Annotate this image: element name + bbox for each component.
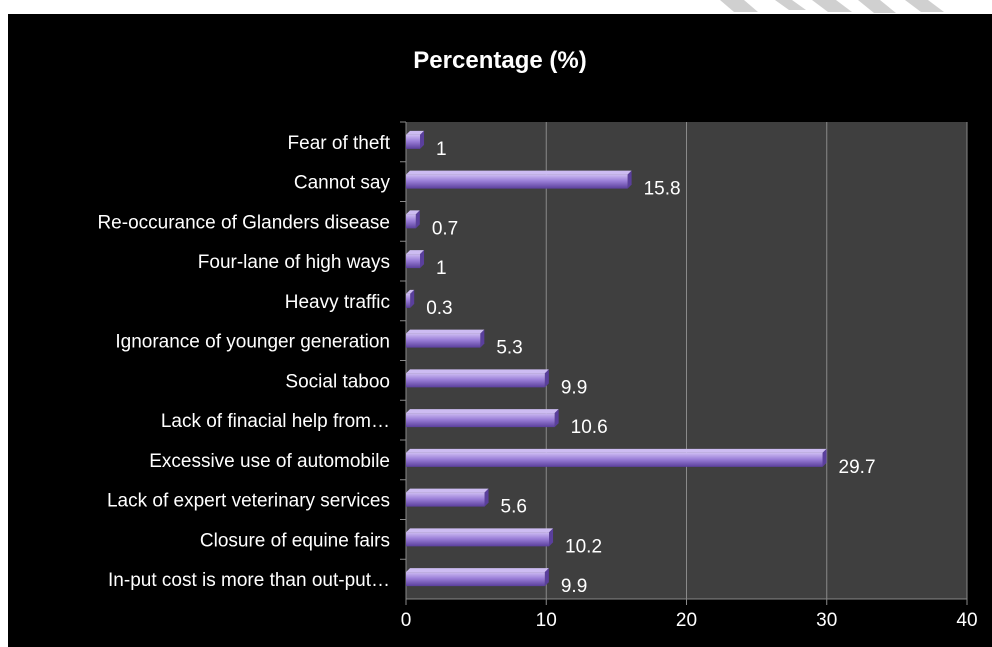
bar-top-face <box>406 528 554 533</box>
bar-side-face <box>480 329 485 348</box>
value-label: 0.3 <box>426 298 452 319</box>
category-label: Heavy traffic <box>285 292 390 313</box>
value-label: 9.9 <box>561 377 587 398</box>
bar-top-face <box>406 329 485 334</box>
bar-top-face <box>406 250 425 255</box>
plot-area: 0 10 20 30 40 Fear of theft 1 Cannot say 15.8 Re-… <box>97 121 978 631</box>
category-label: Closure of equine fairs <box>200 530 390 551</box>
value-label: 5.3 <box>496 338 522 359</box>
bar <box>406 214 416 229</box>
x-tick-label: 30 <box>816 610 837 631</box>
bar-side-face <box>484 488 489 507</box>
bar-chart: Percentage (%) 0 10 20 30 40 Fear of theft 1 Ca… <box>97 47 978 631</box>
bar <box>406 492 485 507</box>
x-tick-label: 20 <box>676 610 697 631</box>
bar-top-face <box>406 170 632 175</box>
value-label: 1 <box>436 258 447 279</box>
x-tick-label: 40 <box>956 610 977 631</box>
bar <box>406 413 555 428</box>
bar <box>406 293 411 308</box>
bar-top-face <box>406 369 549 374</box>
x-tick-label: 0 <box>401 610 412 631</box>
bar-side-face <box>410 289 415 308</box>
bar-top-face <box>406 210 420 215</box>
bar <box>406 134 421 149</box>
value-label: 5.6 <box>501 497 527 518</box>
category-label: Fear of theft <box>288 133 391 154</box>
category-label: In-put cost is more than out-put… <box>108 570 390 591</box>
bar <box>406 174 628 189</box>
bar <box>406 452 823 467</box>
bar-top-face <box>406 130 425 135</box>
bar <box>406 572 545 587</box>
category-label: Cannot say <box>294 173 391 194</box>
value-label: 15.8 <box>644 179 681 200</box>
bar-side-face <box>822 448 827 467</box>
bar <box>406 532 550 547</box>
category-label: Four-lane of high ways <box>198 252 390 273</box>
bar-side-face <box>554 409 559 428</box>
bar <box>406 254 421 269</box>
category-label: Social taboo <box>285 371 390 392</box>
value-label: 9.9 <box>561 576 587 597</box>
value-label: 0.7 <box>432 218 458 239</box>
corner-decoration <box>720 0 944 13</box>
bar-side-face <box>544 568 549 587</box>
bar-side-face <box>549 528 554 547</box>
category-label: Excessive use of automobile <box>149 451 390 472</box>
bar <box>406 373 545 388</box>
category-label: Re-occurance of Glanders disease <box>97 212 390 233</box>
bar <box>406 333 481 348</box>
chart-title: Percentage (%) <box>413 47 586 74</box>
bar-top-face <box>406 488 489 493</box>
category-label: Lack of expert veterinary services <box>107 491 390 512</box>
x-tick-label: 10 <box>536 610 557 631</box>
chart-frame: Percentage (%) 0 10 20 30 40 Fear of theft 1 Ca… <box>8 14 992 647</box>
value-label: 10.6 <box>571 417 608 438</box>
bar-side-face <box>420 130 425 149</box>
bar-side-face <box>420 250 425 269</box>
bar-top-face <box>406 289 415 294</box>
category-label: Lack of finacial help from… <box>161 411 390 432</box>
value-label: 29.7 <box>839 457 876 478</box>
category-label: Ignorance of younger generation <box>115 332 390 353</box>
bar-side-face <box>415 210 420 229</box>
value-label: 10.2 <box>565 536 602 557</box>
bar-side-face <box>544 369 549 388</box>
bar-top-face <box>406 568 549 573</box>
value-label: 1 <box>436 139 447 160</box>
bar-top-face <box>406 448 827 453</box>
bar-side-face <box>627 170 632 189</box>
bar-top-face <box>406 409 559 414</box>
